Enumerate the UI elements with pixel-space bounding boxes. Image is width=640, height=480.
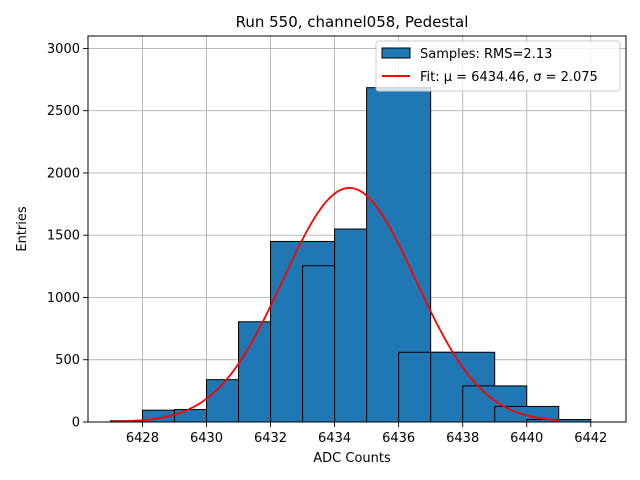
legend: Samples: RMS=2.13 Fit: μ = 6434.46, σ = … <box>375 40 621 92</box>
x-tick-label: 6440 <box>510 431 543 446</box>
y-tick-label: 0 <box>72 416 80 431</box>
y-axis-label: Entries <box>15 206 30 252</box>
x-axis-label: ADC Counts <box>313 451 391 466</box>
y-tick-label: 2500 <box>47 104 80 119</box>
legend-fit-label: Fit: μ = 6434.46, σ = 2.075 <box>420 70 598 85</box>
y-tick-label: 500 <box>55 353 80 368</box>
legend-samples-label: Samples: RMS=2.13 <box>420 47 552 62</box>
chart-title: Run 550, channel058, Pedestal <box>236 13 469 31</box>
legend-samples-swatch <box>381 47 411 59</box>
legend-box <box>375 40 621 92</box>
gaussian-fit-curve <box>110 187 559 423</box>
y-tick-label: 3000 <box>47 42 80 57</box>
histogram-bars <box>109 87 592 423</box>
x-tick-label: 6434 <box>318 431 351 446</box>
x-tick-label: 6436 <box>382 431 415 446</box>
y-tick-label: 2000 <box>47 166 80 181</box>
y-axis-ticks: 0 500 1000 1500 2000 2500 3000 <box>47 42 88 431</box>
plot-area-frame <box>87 35 627 423</box>
x-tick-label: 6432 <box>254 431 287 446</box>
x-tick-label: 6438 <box>446 431 479 446</box>
y-tick-label: 1500 <box>47 229 80 244</box>
fit-curve-group <box>110 187 559 423</box>
x-axis-ticks: 6428 6430 6432 6434 6436 6438 6440 6442 <box>126 422 607 446</box>
x-tick-label: 6442 <box>574 431 607 446</box>
x-tick-label: 6430 <box>190 431 223 446</box>
x-tick-label: 6428 <box>126 431 159 446</box>
y-tick-label: 1000 <box>47 291 80 306</box>
